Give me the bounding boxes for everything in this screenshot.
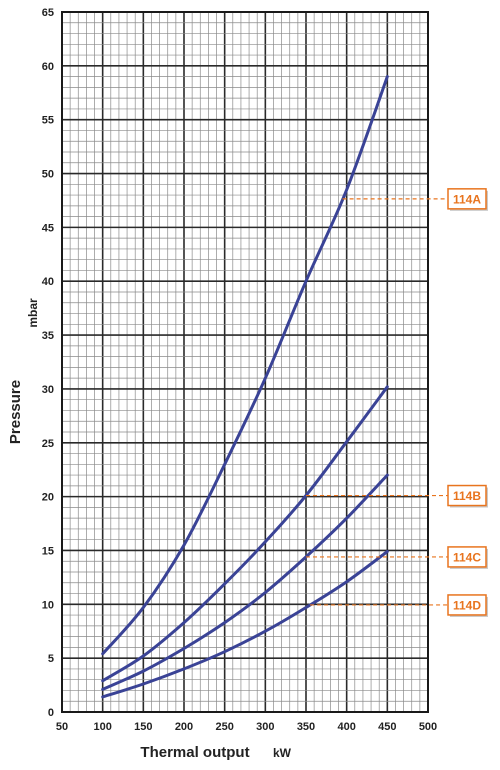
series-tag-label: 114C — [453, 550, 481, 564]
y-tick-label: 20 — [42, 492, 54, 504]
y-tick-label: 40 — [42, 276, 54, 288]
series-line-114b — [101, 385, 389, 683]
x-tick-label: 500 — [419, 721, 437, 733]
chart-grid — [61, 11, 429, 713]
axis-ticks: 50 100 150 200 250 300 350 400 450 500 0 5 10 15 20 25 3… — [42, 7, 437, 733]
x-tick-label: 300 — [256, 721, 274, 733]
x-tick-label: 350 — [297, 721, 315, 733]
chart-series — [101, 75, 389, 699]
y-tick-label: 10 — [42, 599, 54, 611]
series-tag-box — [447, 484, 487, 507]
y-axis-unit: mbar — [26, 298, 40, 328]
x-tick-label: 450 — [378, 721, 396, 733]
series-tag-box — [447, 188, 487, 210]
series-tag-label: 114A — [453, 192, 481, 206]
x-tick-label: 200 — [175, 721, 193, 733]
plot-area — [62, 12, 428, 712]
series-line-114d — [101, 550, 389, 699]
series-line-114c — [101, 473, 389, 691]
y-axis-label: Pressure — [7, 380, 24, 444]
y-tick-label: 30 — [42, 384, 54, 396]
y-tick-label: 35 — [42, 330, 54, 342]
y-tick-label: 45 — [42, 222, 54, 234]
y-tick-label: 25 — [42, 438, 54, 450]
x-tick-label: 150 — [134, 721, 152, 733]
y-tick-label: 50 — [42, 169, 54, 181]
y-tick-label: 5 — [48, 653, 54, 665]
x-axis-label: Thermal output — [140, 744, 249, 761]
x-tick-label: 250 — [215, 721, 233, 733]
x-tick-label: 50 — [56, 721, 68, 733]
series-tag-label: 114B — [453, 489, 481, 503]
x-tick-label: 100 — [93, 721, 111, 733]
y-tick-label: 55 — [42, 115, 54, 127]
series-tags: 114A 114B 114C 114D — [306, 188, 488, 617]
x-tick-label: 400 — [337, 721, 355, 733]
plot-frame — [61, 11, 429, 713]
y-tick-label: 65 — [42, 7, 54, 19]
series-tag-box — [447, 546, 487, 568]
x-axis-unit: kW — [273, 746, 292, 760]
series-tag-box — [447, 594, 487, 616]
series-tag-label: 114D — [453, 598, 481, 612]
y-tick-label: 60 — [42, 61, 54, 73]
y-tick-label: 15 — [42, 545, 54, 557]
y-tick-label: 0 — [48, 707, 54, 719]
series-line-114a — [101, 75, 389, 656]
